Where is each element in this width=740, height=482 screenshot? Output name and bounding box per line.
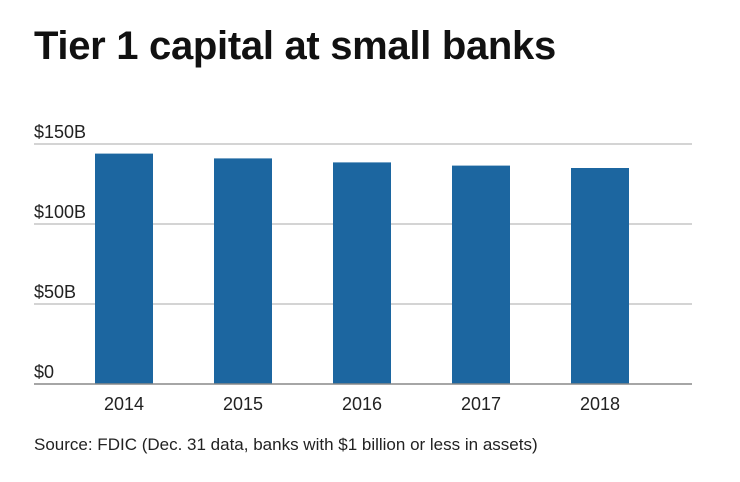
bar-2017 [452,165,510,384]
y-tick-label: $150B [34,122,86,142]
bar-2018 [571,168,629,384]
x-tick-label: 2016 [342,394,382,414]
bars [95,153,629,384]
x-tick-label: 2015 [223,394,263,414]
x-tick-label: 2018 [580,394,620,414]
axis-labels: $0 $50B $100B $150B 2014 2015 2016 2017 2018 [34,122,620,414]
y-tick-label: $50B [34,282,76,302]
y-tick-label: $100B [34,202,86,222]
bar-2015 [214,158,272,384]
bar-2016 [333,162,391,384]
y-tick-label: $0 [34,362,54,382]
source-note: Source: FDIC (Dec. 31 data, banks with $… [34,435,538,454]
bar-chart: $0 $50B $100B $150B 2014 2015 2016 2017 2018 [34,122,692,414]
bar-2014 [95,153,153,384]
x-tick-label: 2014 [104,394,144,414]
chart-title: Tier 1 capital at small banks [34,24,556,68]
x-tick-label: 2017 [461,394,501,414]
